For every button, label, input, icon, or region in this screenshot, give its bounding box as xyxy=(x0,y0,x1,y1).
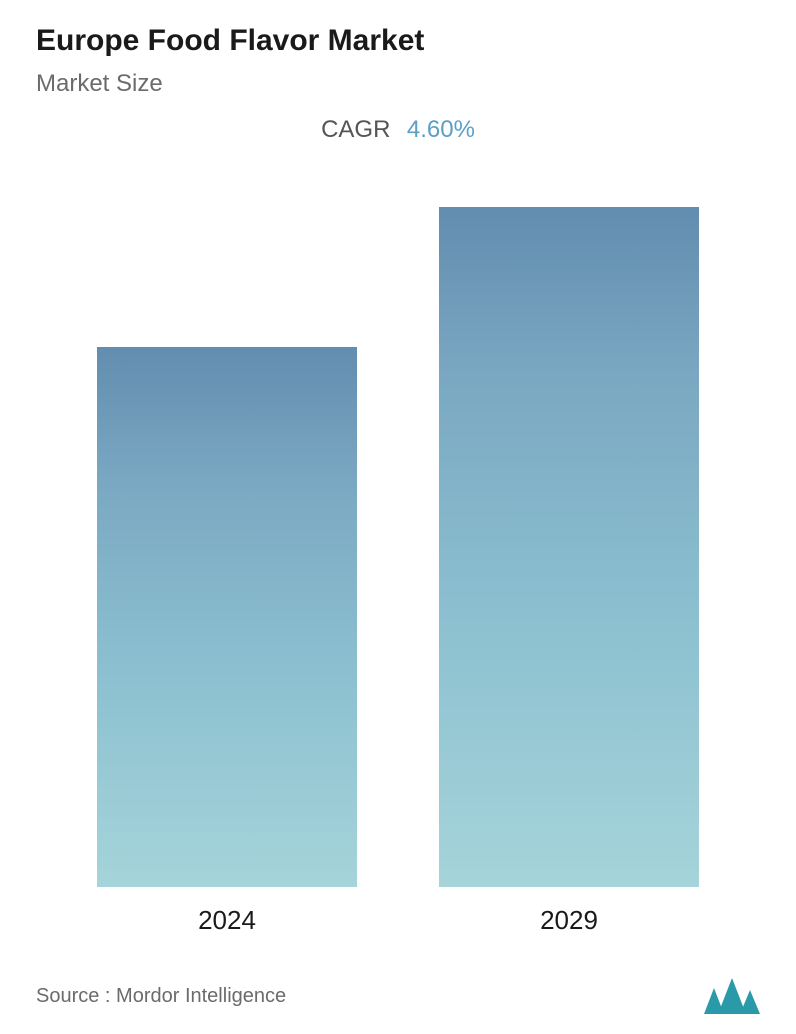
chart-title: Europe Food Flavor Market xyxy=(36,24,760,58)
bar-wrapper-1: 2029 xyxy=(439,184,699,936)
bar-label-0: 2024 xyxy=(198,905,256,936)
bar-wrapper-0: 2024 xyxy=(97,184,357,936)
chart-area: 2024 2029 xyxy=(36,184,760,946)
chart-container: Europe Food Flavor Market Market Size CA… xyxy=(0,0,796,1034)
cagr-value: 4.60% xyxy=(407,116,475,143)
brand-logo-icon xyxy=(704,978,760,1014)
chart-footer: Source : Mordor Intelligence xyxy=(36,970,760,1014)
source-text: Source : Mordor Intelligence xyxy=(36,985,286,1008)
bar-1 xyxy=(439,207,699,887)
bar-label-1: 2029 xyxy=(540,905,598,936)
cagr-label: CAGR xyxy=(321,116,390,143)
cagr-row: CAGR 4.60% xyxy=(36,116,760,144)
bar-0 xyxy=(97,347,357,887)
chart-subtitle: Market Size xyxy=(36,70,760,98)
